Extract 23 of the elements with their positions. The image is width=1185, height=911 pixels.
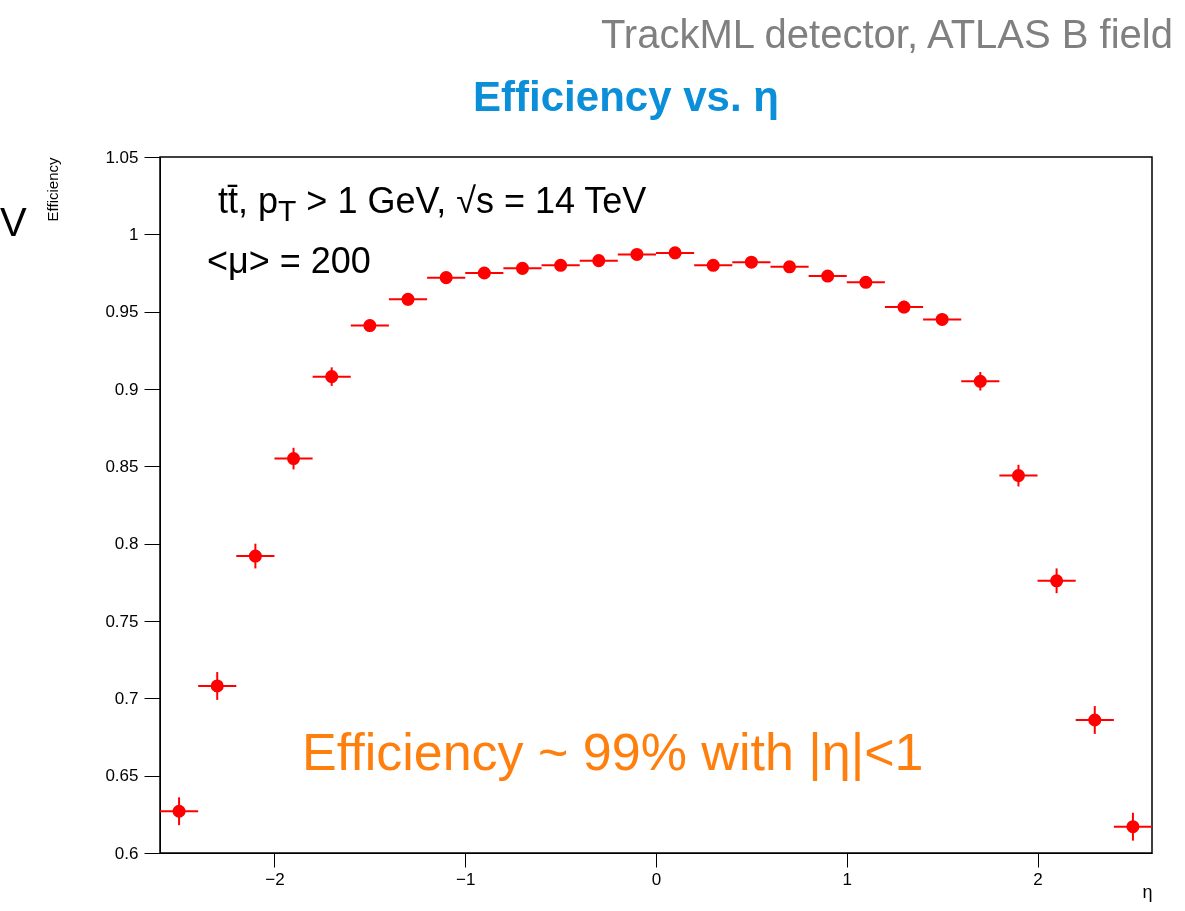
y-tick-label: 0.65: [105, 766, 139, 786]
y-tick-label: 1: [129, 224, 139, 244]
y-axis-title: Efficiency: [43, 157, 61, 222]
annotation: <μ> = 200: [207, 240, 371, 282]
x-tick-label: 0: [651, 869, 662, 889]
text: V: [0, 200, 27, 245]
x-axis-title: η: [1142, 881, 1153, 902]
text: TrackML detector, ATLAS B field: [600, 12, 1173, 57]
x-tick-label: 2: [1033, 869, 1043, 889]
y-tick-label: 0.95: [105, 302, 139, 322]
y-tick-label: 0.7: [114, 688, 139, 708]
y-tick-label: 0.85: [105, 456, 139, 476]
annotation: Efficiency ~ 99% with |η|<1: [302, 722, 924, 782]
x-tick-label: −2: [265, 869, 285, 889]
annotation: tt̄, p$_{T}$ > 1 GeV, √s = 14 TeV: [218, 180, 647, 229]
x-tick-label: −1: [456, 869, 476, 889]
y-tick-label: 0.9: [114, 379, 139, 399]
y-tick-label: 1.05: [105, 147, 139, 167]
y-tick-label: 0.75: [105, 611, 139, 631]
y-tick-label: 0.6: [114, 843, 139, 863]
x-tick-label: 1: [842, 869, 852, 889]
chart-title: Efficiency vs. η: [473, 73, 779, 120]
y-tick-label: 0.8: [114, 534, 139, 554]
